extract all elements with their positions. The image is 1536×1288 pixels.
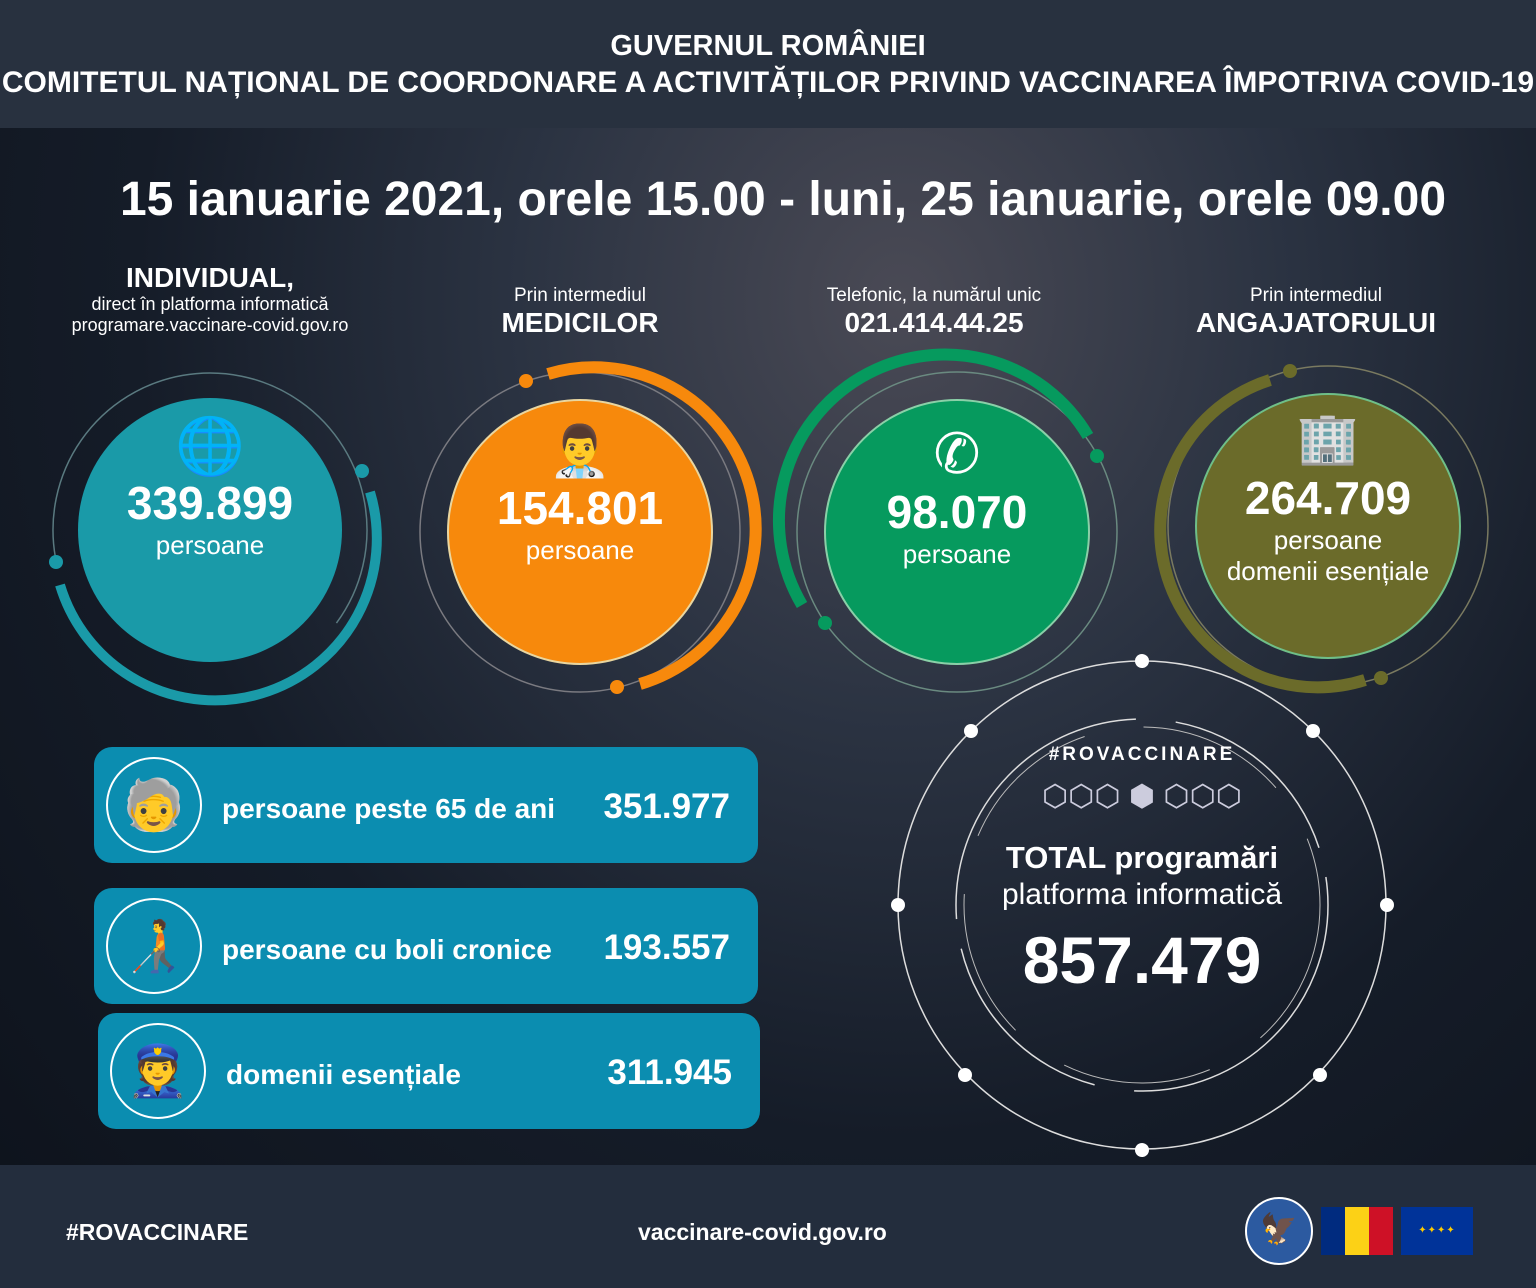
category-value: 351.977 bbox=[603, 787, 730, 826]
channel-medici-label: Prin intermediul MEDICILOR bbox=[400, 285, 760, 339]
value: 264.709 bbox=[1244, 472, 1412, 524]
channel-title: INDIVIDUAL, bbox=[126, 262, 294, 293]
buildings-icon: 🏢 bbox=[1296, 410, 1360, 466]
category-row: 🧓 persoane peste 65 de ani 351.977 bbox=[94, 747, 758, 863]
unit: persoane bbox=[902, 539, 1012, 569]
elderly-person-icon: 🧓 bbox=[106, 757, 202, 853]
phone-icon: ✆ bbox=[933, 422, 981, 485]
channel-pre: Prin intermediul bbox=[514, 285, 646, 306]
total-block: #ROVACCINARE ⬡⬡⬡ ⬢ ⬡⬡⬡ TOTAL programări … bbox=[942, 744, 1342, 998]
arc-telefonic bbox=[772, 348, 1094, 609]
footer: #ROVACCINARE vaccinare-covid.gov.ro 🦅 ✦✦… bbox=[0, 1165, 1536, 1288]
value: 98.070 bbox=[886, 486, 1028, 538]
channel-title: ANGAJATORULUI bbox=[1195, 307, 1437, 338]
circle-angajator: 🏢 264.709 persoane domenii esențiale bbox=[1195, 393, 1461, 659]
ring-total-inner bbox=[955, 718, 1329, 1092]
date-range: 15 ianuarie 2021, orele 15.00 - luni, 25… bbox=[119, 173, 1447, 226]
category-label: domenii esențiale bbox=[226, 1059, 461, 1090]
channel-pre: Prin intermediul bbox=[1250, 285, 1382, 306]
circle-individual: 🌐 339.899 persoane bbox=[78, 398, 342, 662]
category-value: 311.945 bbox=[607, 1053, 732, 1092]
header: GUVERNUL ROMÂNIEI COMITETUL NAȚIONAL DE … bbox=[0, 0, 1536, 128]
category-row: 👮 domenii esențiale 311.945 bbox=[98, 1013, 760, 1129]
arc-medici bbox=[546, 361, 762, 690]
circle-telefonic: ✆ 98.070 persoane bbox=[824, 399, 1090, 665]
total-hashtag: #ROVACCINARE bbox=[1048, 744, 1236, 765]
unit: persoane bbox=[525, 535, 635, 565]
doctor-icon: 👨‍⚕️ bbox=[548, 423, 612, 479]
footer-website[interactable]: vaccinare-covid.gov.ro bbox=[638, 1219, 887, 1245]
channel-individual-label: INDIVIDUAL, direct în platforma informat… bbox=[30, 262, 390, 336]
eu-flag: ✦✦✦✦ bbox=[1401, 1207, 1473, 1255]
category-value: 193.557 bbox=[603, 928, 730, 967]
unit: persoane bbox=[1273, 525, 1383, 555]
footer-hashtag: #ROVACCINARE bbox=[66, 1219, 249, 1245]
channel-telefonic-label: Telefonic, la numărul unic 021.414.44.25 bbox=[754, 285, 1114, 339]
arc-individual bbox=[55, 490, 382, 706]
romania-flag bbox=[1321, 1207, 1393, 1255]
channel-url: programare.vaccinare-covid.gov.ro bbox=[71, 315, 349, 335]
total-subtitle: platforma informatică bbox=[1001, 878, 1283, 911]
total-value: 857.479 bbox=[1022, 923, 1262, 997]
circle-medici: 👨‍⚕️ 154.801 persoane bbox=[447, 399, 713, 665]
medical-hexagons-icon: ⬡⬡⬡ ⬢ ⬡⬡⬡ bbox=[1041, 780, 1242, 813]
arc-angajator bbox=[1154, 374, 1367, 694]
globe-search-icon: 🌐 bbox=[175, 414, 245, 477]
value: 339.899 bbox=[126, 477, 294, 529]
header-subtitle: COMITETUL NAȚIONAL DE COORDONARE A ACTIV… bbox=[1, 66, 1535, 99]
total-title: TOTAL programări bbox=[1005, 840, 1279, 875]
category-row: 🧑‍🦯 persoane cu boli cronice 193.557 bbox=[94, 888, 758, 1004]
header-title: GUVERNUL ROMÂNIEI bbox=[610, 30, 926, 62]
essential-worker-icon: 👮 bbox=[110, 1023, 206, 1119]
unit: persoane bbox=[155, 530, 265, 560]
channel-title: 021.414.44.25 bbox=[844, 307, 1024, 338]
channel-pre: Telefonic, la numărul unic bbox=[826, 285, 1042, 306]
person-walker-icon: 🧑‍🦯 bbox=[106, 898, 202, 994]
channel-sub: direct în platforma informatică bbox=[91, 294, 329, 314]
ring-telefonic bbox=[796, 371, 1118, 693]
value: 154.801 bbox=[496, 482, 664, 534]
unit-detail: domenii esențiale bbox=[1226, 556, 1430, 586]
channel-title: MEDICILOR bbox=[501, 307, 659, 338]
channel-angajator-label: Prin intermediul ANGAJATORULUI bbox=[1136, 285, 1496, 339]
category-label: persoane peste 65 de ani bbox=[222, 793, 556, 824]
category-label: persoane cu boli cronice bbox=[222, 934, 552, 965]
government-seal-logo: 🦅 bbox=[1245, 1197, 1313, 1265]
